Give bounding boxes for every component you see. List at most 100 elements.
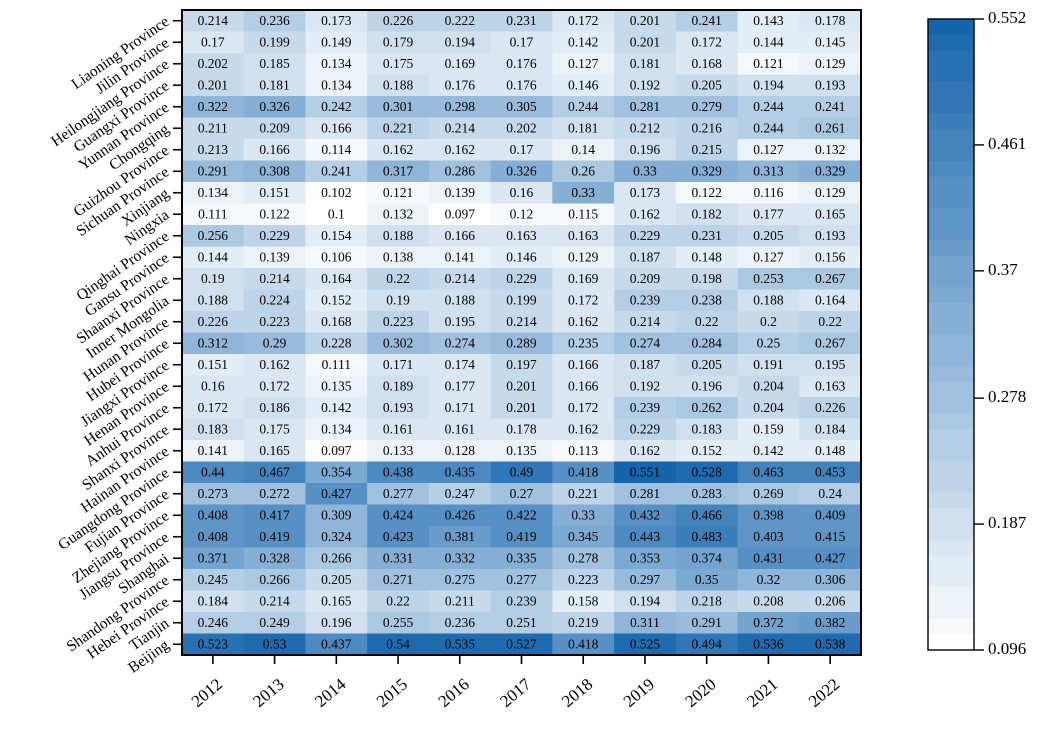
colorbar-band [928, 208, 974, 225]
cell-value-label: 0.163 [815, 378, 846, 393]
cell-value-label: 0.148 [815, 443, 846, 458]
heatmap-cell [367, 569, 430, 592]
cell-value-label: 0.255 [383, 615, 414, 630]
colorbar-band [928, 224, 974, 241]
heatmap-cell [305, 547, 368, 570]
heatmap-cell [675, 590, 739, 613]
heatmap-cell [428, 569, 492, 592]
heatmap-cell [675, 504, 739, 527]
heatmap-cell [799, 117, 862, 140]
heatmap-cell [305, 10, 368, 33]
heatmap-cell [737, 182, 800, 205]
heatmap-cell [737, 418, 800, 441]
heatmap-cell [552, 461, 615, 484]
heatmap-cell [490, 268, 553, 291]
heatmap-cell [552, 332, 615, 355]
cell-value-label: 0.165 [321, 593, 352, 608]
heatmap-cell [737, 332, 800, 355]
cell-value-label: 0.142 [321, 400, 351, 415]
heatmap-cell [367, 289, 430, 312]
cell-value-label: 0.328 [259, 550, 290, 565]
heatmap-cell [799, 160, 862, 183]
cell-value-label: 0.174 [445, 357, 476, 372]
cell-value-label: 0.329 [815, 163, 846, 178]
cell-value-label: 0.27 [510, 486, 534, 501]
cell-value-label: 0.215 [691, 142, 722, 157]
cell-value-label: 0.189 [383, 378, 414, 393]
column-label: 2012 [188, 675, 226, 711]
heatmap-cell [799, 569, 862, 592]
colorbar-band [928, 145, 974, 162]
heatmap-cell [243, 440, 307, 463]
heatmap-cell [428, 397, 492, 420]
cell-value-label: 0.274 [445, 335, 476, 350]
cell-value-label: 0.144 [198, 249, 229, 264]
heatmap-cell [428, 289, 492, 312]
heatmap-cell [675, 354, 739, 377]
heatmap-cell [490, 311, 553, 334]
heatmap-cell [490, 246, 553, 269]
heatmap-cell [552, 203, 615, 226]
heatmap-cell [799, 203, 862, 226]
cell-value-label: 0.166 [445, 228, 476, 243]
cell-value-label: 0.185 [259, 56, 290, 71]
heatmap-cell [367, 268, 430, 291]
heatmap-cell [737, 504, 800, 527]
heatmap-cell [305, 440, 368, 463]
heatmap-cell [675, 612, 739, 635]
colorbar-band [928, 350, 974, 367]
cell-value-label: 0.134 [321, 421, 352, 436]
cell-value-label: 0.149 [321, 34, 352, 49]
heatmap-cell [305, 483, 368, 506]
heatmap-cell [614, 311, 677, 334]
cell-value-label: 0.284 [691, 335, 722, 350]
cell-value-label: 0.139 [259, 249, 290, 264]
colorbar-band [928, 523, 974, 541]
heatmap-cell [367, 526, 430, 549]
heatmap-cell [490, 289, 553, 312]
cell-value-label: 0.204 [753, 400, 784, 415]
heatmap-cell [675, 311, 739, 334]
cell-value-label: 0.196 [630, 142, 661, 157]
cell-value-label: 0.424 [383, 507, 414, 522]
heatmap-cell [490, 139, 553, 162]
heatmap-cell [799, 483, 862, 506]
cell-value-label: 0.154 [321, 228, 352, 243]
cell-value-label: 0.186 [259, 400, 290, 415]
cell-value-label: 0.152 [321, 292, 351, 307]
cell-value-label: 0.408 [198, 507, 229, 522]
cell-value-label: 0.188 [445, 292, 476, 307]
heatmap-cell [428, 612, 492, 635]
cell-value-label: 0.162 [568, 421, 598, 436]
colorbar-band [928, 429, 974, 446]
cell-value-label: 0.277 [383, 486, 414, 501]
colorbar-band [928, 460, 974, 478]
heatmap-cell [182, 117, 245, 140]
heatmap-cell [367, 139, 430, 162]
heatmap-cell [367, 311, 430, 334]
heatmap-cell [614, 418, 677, 441]
cell-value-label: 0.209 [259, 120, 290, 135]
heatmap-cell [490, 397, 553, 420]
heatmap-cell [799, 246, 862, 269]
cell-value-label: 0.244 [753, 99, 784, 114]
cell-value-label: 0.483 [691, 529, 722, 544]
heatmap-cell [799, 225, 862, 248]
cell-value-label: 0.175 [259, 421, 290, 436]
heatmap-cell [675, 569, 739, 592]
colorbar: 0.552 0.461 0.37 0.278 0.187 0.096 [927, 8, 1027, 658]
heatmap-cell [243, 354, 307, 377]
cell-value-label: 0.142 [753, 443, 783, 458]
heatmap-cell [737, 633, 800, 656]
heatmap-cell [675, 289, 739, 312]
heatmap-cell [305, 569, 368, 592]
heatmap-cell [490, 569, 553, 592]
cell-value-label: 0.168 [691, 56, 722, 71]
heatmap-cell [675, 375, 739, 398]
cell-value-label: 0.194 [753, 77, 784, 92]
column-label: 2015 [373, 675, 411, 711]
column-label: 2020 [682, 675, 720, 711]
heatmap-cell [552, 10, 615, 33]
heatmap-cell [182, 375, 245, 398]
